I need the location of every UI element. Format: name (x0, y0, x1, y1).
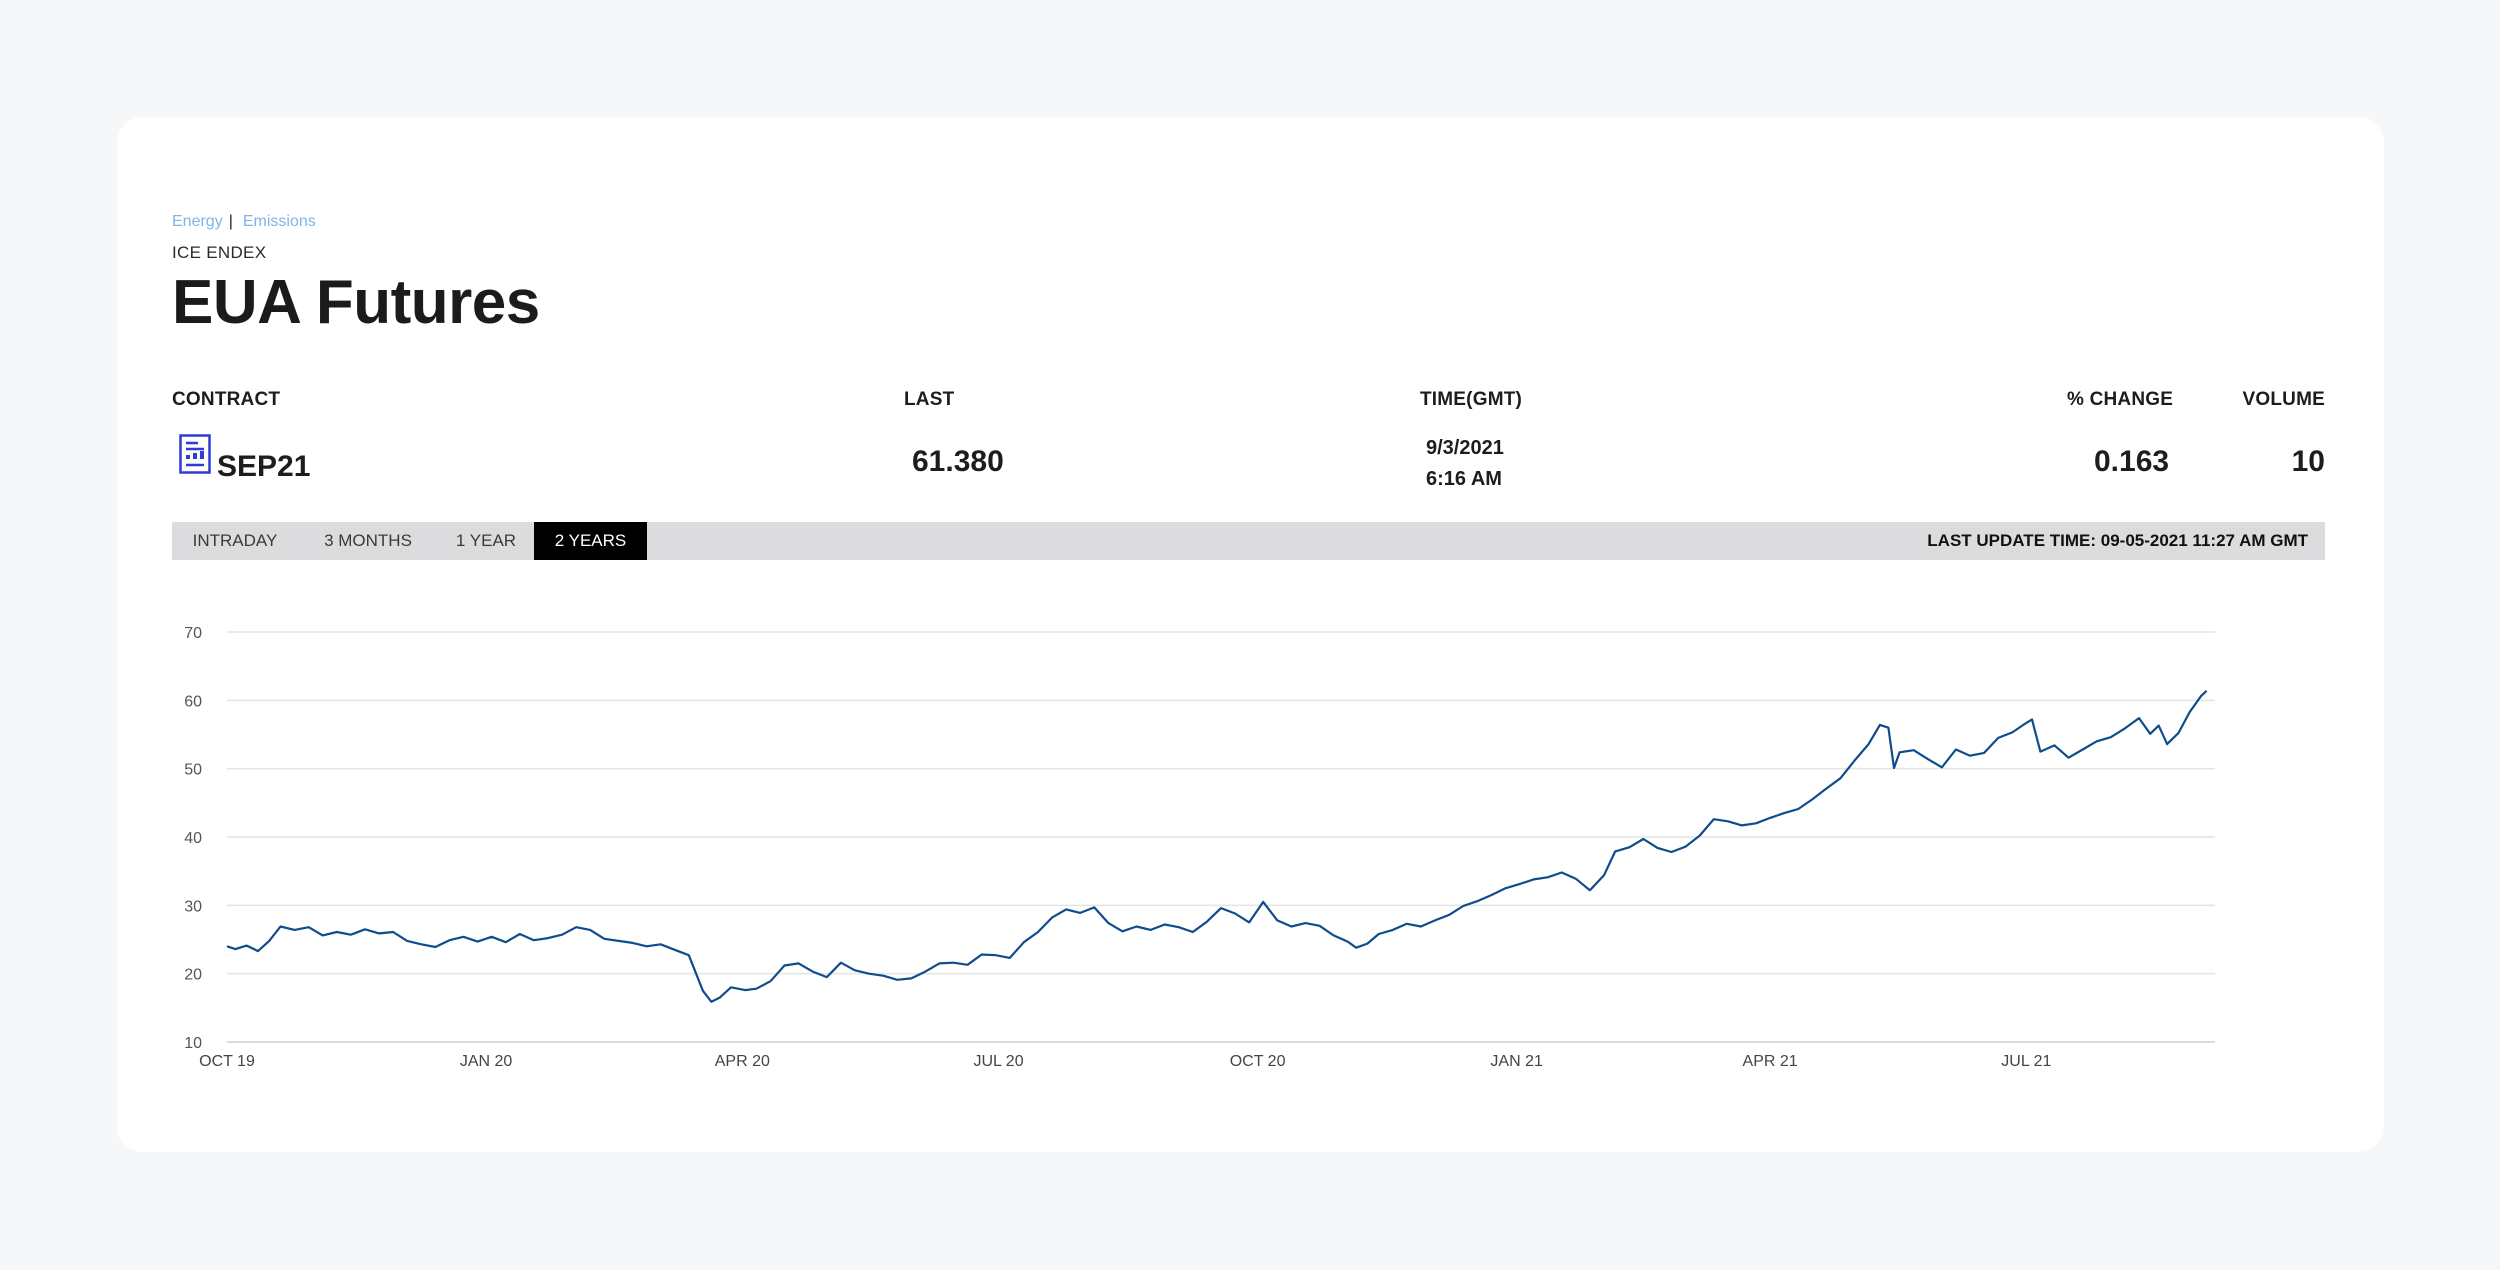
breadcrumb-energy-link[interactable]: Energy (172, 213, 223, 230)
x-tick-label: JAN 20 (460, 1053, 513, 1070)
tab-intraday[interactable]: INTRADAY (192, 531, 278, 550)
x-tick-label: JUL 20 (973, 1053, 1023, 1070)
y-tick-label: 30 (184, 898, 202, 915)
y-tick-label: 70 (184, 625, 202, 642)
breadcrumb: Energy | Emissions (172, 212, 2325, 232)
breadcrumb-separator: | (228, 213, 233, 230)
document-chart-icon[interactable] (179, 434, 211, 474)
last-header: LAST (904, 389, 955, 410)
x-tick-label: OCT 20 (1230, 1053, 1286, 1070)
change-header: % CHANGE (2067, 389, 2174, 410)
last-update-time: LAST UPDATE TIME: 09-05-2021 11:27 AM GM… (1927, 531, 2308, 550)
y-tick-label: 50 (184, 762, 202, 779)
tab-1-year[interactable]: 1 YEAR (455, 531, 517, 550)
range-tab-bar: INTRADAY 3 MONTHS 1 YEAR 2 YEARS LAST UP… (172, 522, 2325, 560)
x-tick-label: APR 21 (1743, 1053, 1798, 1070)
x-tick-label: APR 20 (715, 1053, 770, 1070)
volume-header: VOLUME (2242, 389, 2325, 410)
price-chart: 10 20 30 40 50 60 70 OCT 19 JAN 20 APR 20 JUL 20 OC… (184, 625, 2215, 1070)
page-title: EUA Futures (172, 268, 540, 337)
time-header: TIME(GMT) (1420, 389, 1523, 410)
volume-value: 10 (2291, 445, 2325, 478)
exchange-name: ICE ENDEX (172, 243, 267, 262)
x-tick-label: JUL 21 (2001, 1053, 2051, 1070)
y-tick-label: 60 (184, 693, 202, 710)
tab-2-years[interactable]: 2 YEARS (534, 522, 647, 560)
price-series-line (226, 690, 2208, 1003)
x-tick-label: JAN 21 (1490, 1053, 1543, 1070)
last-price: 61.380 (912, 445, 1004, 478)
percent-change: 0.163 (2094, 445, 2170, 478)
tab-3-months[interactable]: 3 MONTHS (324, 531, 412, 550)
y-tick-label: 20 (184, 967, 202, 984)
contract-name[interactable]: SEP21 (217, 450, 311, 483)
trade-date: 9/3/2021 (1426, 437, 1504, 459)
contract-header: CONTRACT (172, 389, 281, 410)
trade-time: 6:16 AM (1426, 468, 1502, 490)
x-tick-label: OCT 19 (199, 1053, 255, 1070)
breadcrumb-emissions-link[interactable]: Emissions (242, 213, 316, 230)
y-tick-label: 40 (184, 830, 202, 847)
content: Energy | Emissions ICE ENDEX EUA Futures C… (172, 212, 2325, 1070)
y-tick-label: 10 (184, 1035, 202, 1052)
main-card: Energy | Emissions ICE ENDEX EUA Futures C… (117, 117, 2384, 1152)
